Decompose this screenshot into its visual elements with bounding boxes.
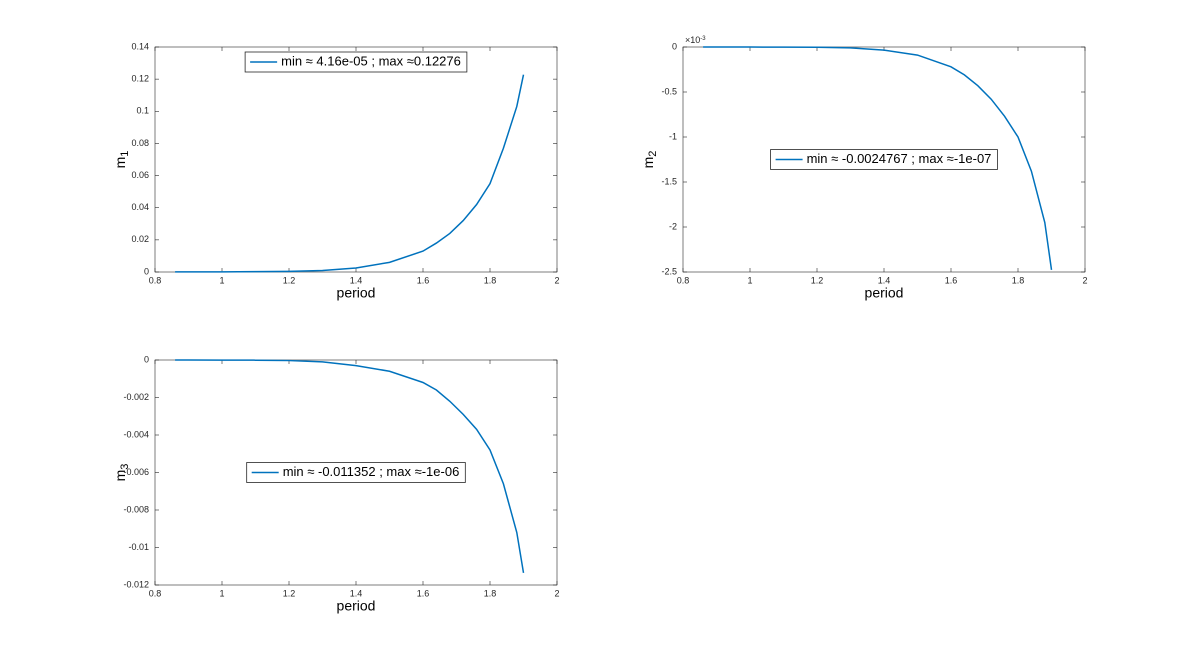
y-axis-label-main: m: [112, 470, 128, 482]
x-tick-label: 1: [219, 275, 224, 285]
x-tick-label: 1.8: [484, 588, 497, 598]
data-line: [175, 359, 525, 573]
y-tick-label: 0.06: [131, 170, 149, 180]
legend: min ≈ -0.0024767 ; max ≈-1e-07: [770, 149, 998, 170]
x-tick-label: 1: [219, 588, 224, 598]
y-tick-label: -0.004: [123, 429, 149, 439]
y-tick-label: 0.02: [131, 234, 149, 244]
x-tick-label: 1.4: [350, 588, 363, 598]
x-tick-label: 1.6: [417, 275, 430, 285]
x-tick-label: 1.2: [283, 275, 296, 285]
y-tick-label: 0.12: [131, 74, 149, 84]
y-axis-label-main: m: [112, 157, 128, 169]
y-exponent-power: -3: [700, 36, 706, 42]
data-line: [175, 74, 525, 273]
y-tick-label: 0.04: [131, 202, 149, 212]
x-tick-label: 1.6: [945, 275, 958, 285]
x-tick-label: 1.6: [417, 588, 430, 598]
y-tick-label: -1: [669, 131, 677, 141]
y-axis-label: m3: [112, 464, 131, 482]
y-tick-label: -0.5: [661, 86, 677, 96]
y-tick-label: 0.1: [136, 106, 149, 116]
x-tick-label: 1.2: [811, 275, 824, 285]
x-tick-label: 1.8: [484, 275, 497, 285]
y-axis-label-sub: 3: [119, 464, 131, 470]
x-tick-label: 1.4: [350, 275, 363, 285]
y-tick-label: -0.008: [123, 504, 149, 514]
x-tick-label: 0.8: [149, 275, 162, 285]
y-tick-label: -2.5: [661, 266, 677, 276]
y-axis-label-sub: 2: [647, 151, 659, 157]
x-tick-label: 2: [1082, 275, 1087, 285]
y-tick-label: 0.08: [131, 138, 149, 148]
y-tick-label: 0: [672, 41, 677, 51]
y-exponent: ×10-3: [685, 35, 706, 45]
x-axis-label: period: [865, 285, 904, 301]
y-tick-label: -1.5: [661, 176, 677, 186]
legend: min ≈ -0.011352 ; max ≈-1e-06: [246, 462, 466, 483]
legend-box: [246, 462, 466, 483]
y-axis-label-sub: 1: [119, 151, 131, 157]
y-tick-label: -2: [669, 221, 677, 231]
x-tick-label: 1: [747, 275, 752, 285]
y-tick-label: 0.14: [131, 41, 149, 51]
x-tick-label: 1.8: [1012, 275, 1025, 285]
y-axis-label-main: m: [640, 157, 656, 169]
x-tick-label: 0.8: [677, 275, 690, 285]
x-tick-label: 1.2: [283, 588, 296, 598]
x-axis-label: period: [337, 285, 376, 301]
y-tick-label: -0.012: [123, 579, 149, 589]
legend-label: min ≈ 4.16e-05 ; max ≈0.12276: [281, 53, 461, 68]
data-line: [703, 46, 1053, 271]
x-axis-label: period: [337, 598, 376, 614]
x-tick-label: 2: [554, 275, 559, 285]
x-tick-label: 0.8: [149, 588, 162, 598]
legend-box: [770, 149, 998, 170]
y-axis-label: m2: [640, 151, 659, 169]
y-tick-label: 0: [144, 266, 149, 276]
legend-label: min ≈ -0.011352 ; max ≈-1e-06: [283, 464, 460, 479]
legend-label: min ≈ -0.0024767 ; max ≈-1e-07: [807, 151, 992, 166]
y-tick-label: -0.002: [123, 392, 149, 402]
x-tick-label: 2: [554, 588, 559, 598]
x-tick-label: 1.4: [878, 275, 891, 285]
y-tick-label: 0: [144, 354, 149, 364]
y-exponent-base: ×10: [685, 35, 700, 45]
legend-box: [244, 51, 468, 73]
y-tick-label: -0.01: [128, 542, 149, 552]
axes-box: [154, 46, 558, 273]
y-tick-label: -0.006: [123, 467, 149, 477]
y-axis-label: m1: [112, 151, 131, 169]
legend: min ≈ 4.16e-05 ; max ≈0.12276: [244, 51, 468, 73]
